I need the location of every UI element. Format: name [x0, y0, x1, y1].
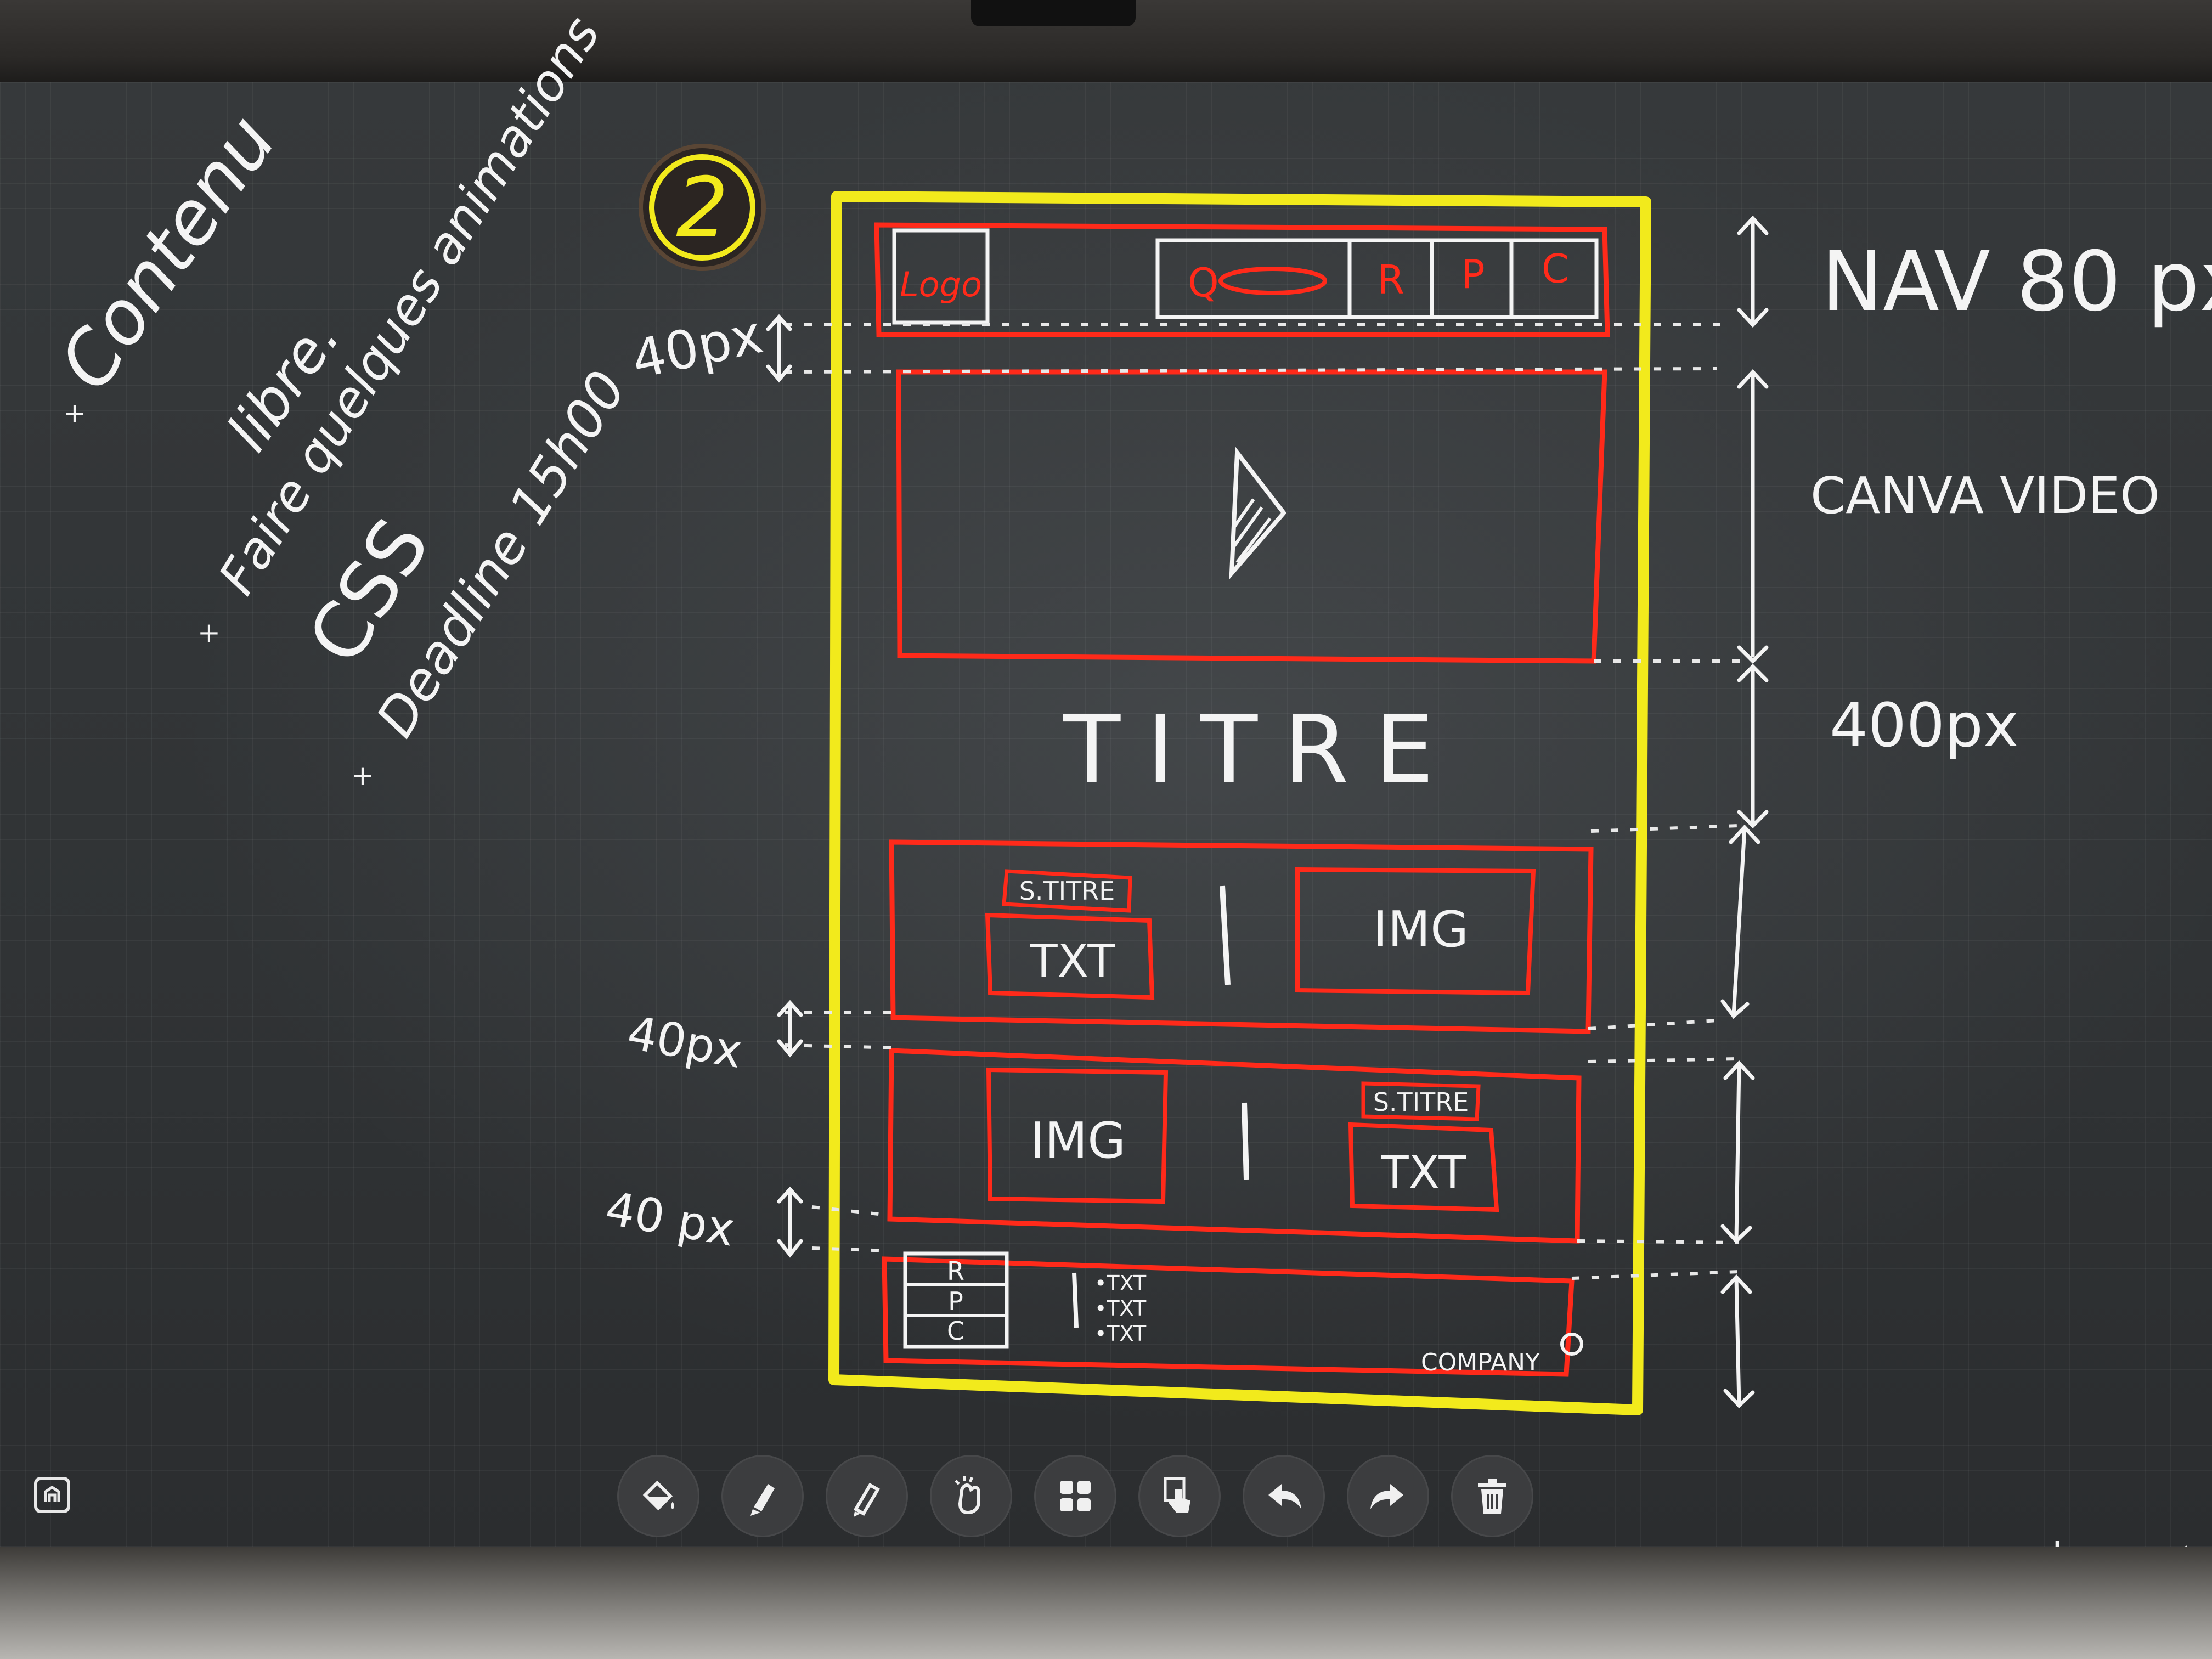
- label-gap-1: 40px: [626, 303, 768, 391]
- footer-link-2: •TXT: [1094, 1296, 1147, 1321]
- wire-nav: Logo Q R P C: [874, 222, 1610, 337]
- whiteboard-toolbar: [617, 1455, 1533, 1537]
- clap-tool-button[interactable]: [930, 1455, 1012, 1537]
- dimension-guides: [784, 323, 1745, 1280]
- page-frame: [828, 191, 1651, 1415]
- wire-logo-label: Logo: [900, 264, 982, 304]
- wire-nav-item-c: C: [1542, 246, 1569, 292]
- fill-tool-button[interactable]: [617, 1455, 699, 1537]
- footer-link-1: •TXT: [1094, 1271, 1147, 1295]
- footer-menu-p: P: [948, 1286, 963, 1316]
- trash-icon: [1478, 1479, 1506, 1514]
- footer-company: COMPANY: [1421, 1348, 1540, 1376]
- wire-section-1: S.TITRE TXT IMG: [889, 839, 1594, 1034]
- marker-icon: [751, 1484, 775, 1516]
- wire-hero: [896, 369, 1607, 664]
- dimension-arrows: [766, 215, 1769, 1408]
- redo-tool-button[interactable]: [1347, 1455, 1429, 1537]
- play-icon: [1229, 446, 1287, 580]
- marker-tool-button[interactable]: [721, 1455, 804, 1537]
- note-line-contenu: Contenu: [43, 100, 292, 405]
- s2-subtitle: S.TITRE: [1373, 1087, 1469, 1117]
- monitor-bezel-top: [0, 0, 2212, 82]
- undo-tool-button[interactable]: [1243, 1455, 1325, 1537]
- s1-text: TXT: [1030, 935, 1116, 988]
- touch-tool-button[interactable]: [1138, 1455, 1221, 1537]
- copyright-icon: [1560, 1333, 1583, 1356]
- home-icon: [44, 1485, 60, 1502]
- wire-logo-box: [892, 228, 990, 325]
- wire-nav-item-r: R: [1377, 257, 1404, 303]
- clapping-hands-icon: [955, 1476, 980, 1515]
- note-contenu-libre: + Contenu libre.: [43, 100, 353, 464]
- fountain-pen-icon: [853, 1482, 881, 1517]
- s2-image: IMG: [1030, 1112, 1126, 1170]
- wire-footer: R P C •TXT •TXT •TXT COMPANY: [882, 1251, 1583, 1377]
- footer-link-3: •TXT: [1094, 1322, 1147, 1346]
- webcam: [971, 0, 1136, 26]
- undo-icon: [1268, 1484, 1301, 1509]
- footer-menu-c: C: [947, 1316, 964, 1346]
- redo-icon: [1370, 1484, 1403, 1509]
- apps-tool-button[interactable]: [1034, 1455, 1116, 1537]
- label-nav-height: NAV 80 px: [1821, 234, 2212, 330]
- badge-number: 2: [639, 144, 766, 271]
- bullet-3: +: [351, 759, 374, 791]
- monitor-bezel-bottom: [0, 1547, 2212, 1659]
- s2-text: TXT: [1381, 1147, 1467, 1199]
- pen-tool-button[interactable]: [826, 1455, 908, 1537]
- footer-menu-box: [903, 1251, 1009, 1349]
- wire-search-field: [1218, 267, 1327, 295]
- label-gap-2: 40px: [624, 1006, 747, 1079]
- grid-apps-icon: [1060, 1481, 1091, 1511]
- s1-image: IMG: [1373, 901, 1469, 958]
- wire-section-2: IMG S.TITRE TXT: [887, 1048, 1582, 1244]
- home-button[interactable]: [34, 1477, 70, 1513]
- wire-title: TITRE: [1063, 696, 1460, 804]
- wire-menu-box: [1155, 238, 1599, 319]
- label-hero-height: 400px: [1830, 690, 2019, 760]
- label-hero: CANVA VIDEO: [1810, 466, 2160, 525]
- note-animations: + Faire quelques animations CSS: [198, 7, 611, 679]
- footer-menu-r: R: [947, 1256, 964, 1286]
- badge-label: 2: [676, 160, 728, 256]
- delete-tool-button[interactable]: [1451, 1455, 1533, 1537]
- paint-bucket-icon: [642, 1480, 674, 1511]
- touch-select-icon: [1164, 1477, 1190, 1513]
- label-gap-3: 40 px: [602, 1181, 739, 1257]
- bullet-1: +: [63, 397, 86, 429]
- wire-nav-item-p: P: [1461, 251, 1485, 297]
- s1-subtitle: S.TITRE: [1019, 876, 1115, 906]
- wire-search-label: Q: [1188, 259, 1219, 306]
- bullet-2: +: [198, 617, 221, 648]
